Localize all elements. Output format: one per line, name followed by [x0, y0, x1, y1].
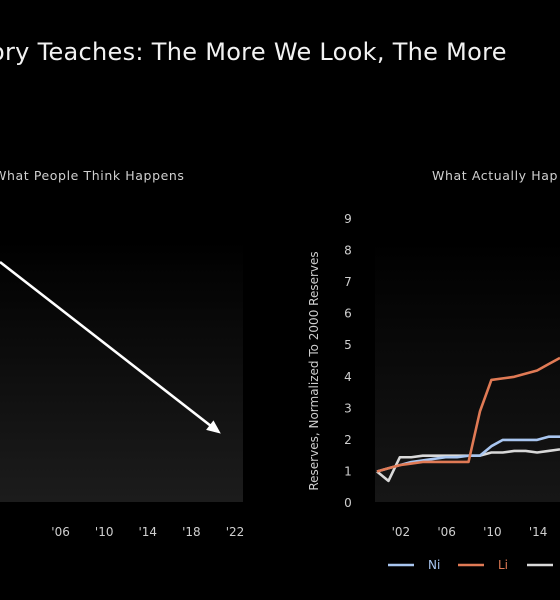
right-x-tick: '10 [483, 525, 502, 539]
right-x-tick: '06 [437, 525, 456, 539]
right-y-tick: 9 [344, 212, 352, 226]
right-y-tick: 7 [344, 275, 352, 289]
right-y-tick: 4 [344, 370, 352, 384]
right-y-tick: 8 [344, 244, 352, 258]
right-y-tick: 3 [344, 401, 352, 415]
right-x-tick: '02 [392, 525, 411, 539]
right-y-tick: 5 [344, 338, 352, 352]
right-x-tick: '14 [529, 525, 548, 539]
page-title: ory Teaches: The More We Look, The More [0, 38, 507, 66]
decline-arrow-head [206, 420, 221, 434]
left-plot-area [0, 240, 243, 502]
right-y-tick: 2 [344, 433, 352, 447]
left-x-tick: '10 [95, 525, 114, 539]
right-chart-title: What Actually Hap [432, 168, 559, 183]
right-y-tick: 6 [344, 307, 352, 321]
legend-label-ni: Ni [428, 558, 440, 572]
left-x-tick: '18 [182, 525, 201, 539]
left-x-tick: '06 [51, 525, 70, 539]
series-line-li [376, 356, 560, 473]
right-y-tick: 0 [344, 496, 352, 510]
left-x-tick: '14 [139, 525, 158, 539]
legend-label-li: Li [498, 558, 508, 572]
right-chart: 0 1 2 3 4 5 6 7 8 9 Reserves, Normalized To 2000 R… [307, 212, 560, 572]
decline-arrow-line [0, 260, 217, 432]
right-y-tick: 1 [344, 464, 352, 478]
left-x-tick: '22 [226, 525, 245, 539]
left-chart-title: What People Think Happens [0, 168, 185, 183]
left-chart: '06 '10 '14 '18 '22 [0, 260, 245, 539]
right-y-axis-label: Reserves, Normalized To 2000 Reserves [307, 251, 321, 490]
